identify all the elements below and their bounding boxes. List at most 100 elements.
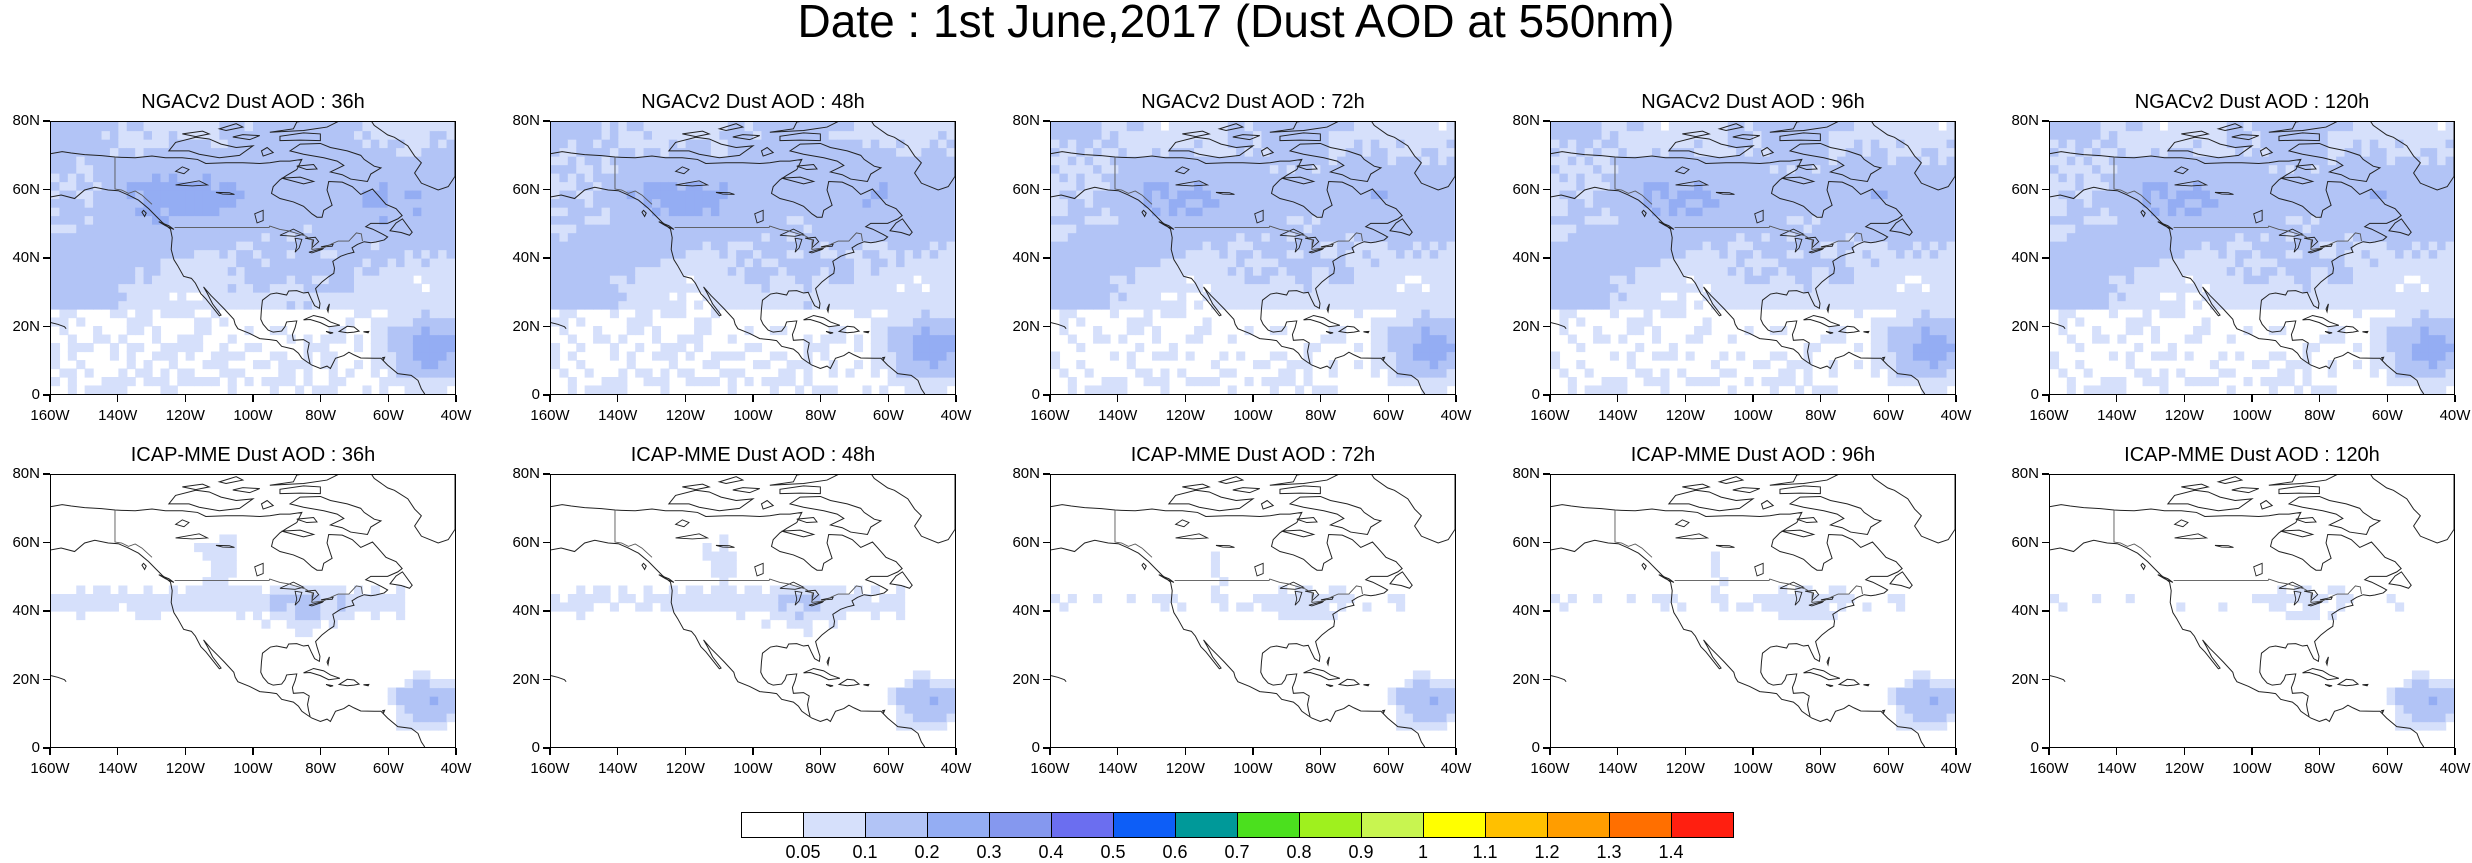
aod-cell: [728, 173, 737, 182]
aod-cell: [761, 241, 770, 250]
aod-cell: [1559, 224, 1568, 233]
aod-cell: [354, 292, 363, 301]
aod-cell: [1110, 241, 1119, 250]
aod-cell: [1652, 199, 1661, 208]
aod-cell: [627, 216, 636, 225]
aod-cell: [1438, 385, 1447, 394]
aod-cell: [1879, 335, 1888, 344]
aod-cell: [421, 207, 430, 216]
aod-cell: [1354, 343, 1363, 352]
aod-cell: [1660, 309, 1669, 318]
aod-cell: [1719, 352, 1728, 361]
aod-cell: [438, 368, 447, 377]
aod-cell: [618, 216, 627, 225]
aod-cell: [694, 207, 703, 216]
aod-cell: [1354, 148, 1363, 157]
aod-cell: [1219, 368, 1228, 377]
aod-cell: [1396, 156, 1405, 165]
aod-cell: [413, 352, 422, 361]
aod-cell: [1177, 300, 1186, 309]
aod-cell: [1888, 241, 1897, 250]
aod-cell: [1068, 139, 1077, 148]
aod-cell: [804, 249, 813, 258]
aod-cell: [568, 300, 577, 309]
aod-cell: [1660, 164, 1669, 173]
aod-cell: [1304, 267, 1313, 276]
aod-cell: [1405, 122, 1414, 131]
aod-cell: [354, 216, 363, 225]
aod-cell: [1245, 156, 1254, 165]
aod-cell: [1602, 249, 1611, 258]
aod-cell: [261, 377, 270, 386]
aod-cell: [711, 173, 720, 182]
aod-cell: [829, 173, 838, 182]
aod-cell: [438, 249, 447, 258]
aod-cell: [261, 300, 270, 309]
aod-cell: [102, 139, 111, 148]
aod-cell: [871, 343, 880, 352]
aod-cell: [1144, 309, 1153, 318]
aod-cell: [1627, 326, 1636, 335]
aod-cell: [1236, 122, 1245, 131]
aod-cell: [413, 241, 422, 250]
aod-cell: [405, 241, 414, 250]
aod-cell: [1362, 139, 1371, 148]
aod-cell: [1711, 360, 1720, 369]
aod-cell: [1118, 173, 1127, 182]
aod-cell: [186, 216, 195, 225]
aod-cell: [1447, 309, 1455, 318]
aod-cell: [1871, 275, 1880, 284]
aod-cell: [1287, 232, 1296, 241]
aod-cell: [1694, 300, 1703, 309]
aod-cell: [728, 181, 737, 190]
aod-cell: [871, 284, 880, 293]
aod-cell: [169, 275, 178, 284]
aod-cell: [110, 232, 119, 241]
aod-cell: [644, 284, 653, 293]
aod-cell: [1329, 181, 1338, 190]
aod-cell: [270, 284, 279, 293]
aod-cell: [1736, 216, 1745, 225]
aod-cell: [1127, 258, 1136, 267]
aod-cell: [1846, 275, 1855, 284]
aod-cell: [438, 139, 447, 148]
lon-tick-label: 160W: [20, 407, 80, 424]
aod-cell: [1051, 284, 1060, 293]
aod-cell: [110, 148, 119, 157]
aod-cell: [1430, 232, 1439, 241]
aod-cell: [1430, 317, 1439, 326]
aod-cell: [938, 267, 947, 276]
aod-cell: [1585, 258, 1594, 267]
aod-cell: [118, 284, 127, 293]
aod-cell: [68, 156, 77, 165]
aod-cell: [1644, 368, 1653, 377]
aod-cell: [1194, 164, 1203, 173]
aod-cell: [1177, 241, 1186, 250]
aod-cell: [144, 181, 153, 190]
aod-cell: [1228, 385, 1237, 394]
aod-cell: [635, 275, 644, 284]
aod-cell: [618, 292, 627, 301]
aod-cell: [1169, 199, 1178, 208]
aod-cell: [930, 173, 939, 182]
aod-cell: [719, 199, 728, 208]
aod-cell: [804, 156, 813, 165]
aod-cell: [1169, 352, 1178, 361]
aod-cell: [551, 156, 560, 165]
aod-cell: [1076, 131, 1085, 140]
aod-cell: [1787, 258, 1796, 267]
aod-cell: [804, 207, 813, 216]
aod-cell: [85, 343, 94, 352]
aod-cell: [396, 317, 405, 326]
aod-cell: [1761, 199, 1770, 208]
aod-cell: [203, 232, 212, 241]
aod-cell: [177, 207, 186, 216]
aod-cell: [1413, 139, 1422, 148]
aod-cell: [1076, 360, 1085, 369]
aod-cell: [76, 122, 85, 131]
aod-cell: [1829, 267, 1838, 276]
lon-tick: [117, 395, 118, 402]
aod-cell: [1602, 139, 1611, 148]
aod-cell: [820, 343, 829, 352]
aod-cell: [879, 148, 888, 157]
